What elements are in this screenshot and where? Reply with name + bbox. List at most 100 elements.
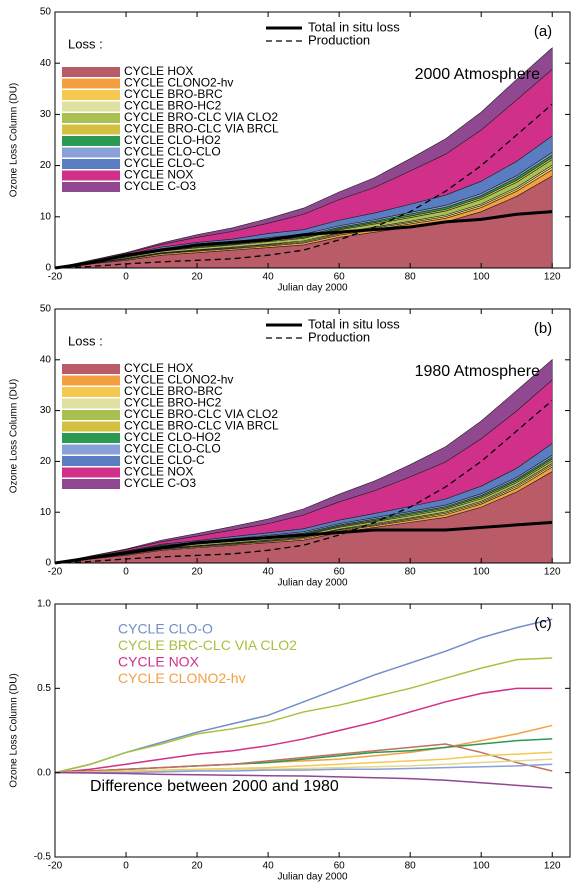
- legend-swatch: [62, 136, 120, 146]
- y-tick-label: 10: [40, 211, 52, 222]
- legend-label: Production: [308, 32, 370, 47]
- x-axis-label: Julian day 2000: [277, 578, 347, 589]
- legend-label: CYCLE NOX: [118, 654, 200, 670]
- line: [54, 103, 553, 269]
- y-tick-label: 20: [40, 456, 52, 467]
- x-tick-label: 40: [263, 272, 275, 283]
- y-tick-label: 30: [40, 405, 52, 416]
- legend-swatch: [62, 375, 120, 386]
- legend-swatch: [62, 147, 120, 158]
- x-tick-label: 60: [334, 861, 346, 872]
- legend-label: CYCLE NOX: [124, 168, 193, 182]
- legend-label: CYCLE CLONO2-hv: [118, 670, 246, 686]
- legend-swatch: [62, 398, 120, 409]
- legend-swatch: [62, 124, 120, 135]
- panel-label: (c): [534, 615, 552, 632]
- legend-label: CYCLE NOX: [124, 465, 193, 479]
- legend-label: CYCLE CLONO2-hv: [124, 76, 233, 90]
- legend-label: CYCLE BRO-BRC: [124, 384, 223, 398]
- legend-swatch: [62, 467, 120, 478]
- x-tick-label: 80: [405, 861, 417, 872]
- legend-label: CYCLE BRO-CLC VIA CLO2: [124, 110, 278, 124]
- legend-swatch: [62, 170, 120, 181]
- legend-label: CYCLE CLO-CLO: [124, 442, 221, 456]
- legend-swatch: [62, 433, 120, 443]
- x-tick-label: 20: [192, 567, 204, 578]
- y-tick-label: 40: [40, 354, 52, 365]
- subtitle: 1980 Atmosphere: [415, 363, 541, 380]
- legend-swatch: [62, 421, 120, 432]
- x-tick-label: 0: [123, 861, 129, 872]
- y-tick-label: -0.5: [34, 852, 52, 863]
- y-tick-label: 0.5: [37, 683, 51, 694]
- y-tick-label: 1.0: [37, 599, 51, 610]
- legend-swatch: [62, 410, 120, 420]
- legend-swatch: [62, 78, 120, 89]
- plot-frame: [54, 11, 571, 269]
- loss-label: Loss :: [68, 333, 103, 348]
- line: [55, 758, 553, 774]
- x-tick-label: -20: [48, 861, 63, 872]
- x-tick-label: 80: [405, 272, 417, 283]
- plot-frame: [54, 603, 571, 858]
- x-tick-label: 60: [334, 272, 346, 283]
- x-tick-label: 120: [544, 567, 561, 578]
- y-tick-label: 0.0: [37, 767, 51, 778]
- x-tick-label: 0: [123, 272, 129, 283]
- panel-label: (a): [534, 23, 552, 40]
- legend-label: Production: [308, 329, 370, 344]
- legend-swatch: [62, 159, 120, 169]
- legend-swatch: [62, 182, 120, 192]
- legend-label: CYCLE CLO-C: [124, 453, 205, 467]
- loss-label: Loss :: [68, 36, 103, 51]
- legend-label: CYCLE HOX: [124, 361, 193, 375]
- legend-label: CYCLE CLO-CLO: [124, 145, 221, 159]
- line: [54, 399, 553, 564]
- subtitle: 2000 Atmosphere: [415, 66, 541, 83]
- x-tick-label: 40: [263, 861, 275, 872]
- y-tick-label: 30: [40, 109, 52, 120]
- x-axis-label: Julian day 2000: [277, 283, 347, 294]
- y-axis-label: Ozone Loss Column (DU): [9, 673, 20, 787]
- legend-swatch: [62, 113, 120, 123]
- area: [54, 358, 553, 564]
- x-tick-label: -20: [48, 272, 63, 283]
- panel-label: (b): [534, 320, 552, 337]
- legend-label: CYCLE CLONO2-hv: [124, 373, 233, 387]
- legend-label: CYCLE CLO-O: [118, 621, 213, 637]
- legend-label: Total in situ loss: [308, 19, 400, 34]
- y-tick-label: 40: [40, 58, 52, 69]
- x-tick-label: 40: [263, 567, 275, 578]
- y-axis-label: Ozone Loss Column (DU): [9, 83, 20, 197]
- x-tick-label: 20: [192, 272, 204, 283]
- x-tick-label: 80: [405, 567, 417, 578]
- legend-label: CYCLE C-O3: [124, 179, 196, 193]
- y-tick-label: 0: [45, 263, 51, 274]
- line: [54, 687, 553, 774]
- legend-swatch: [62, 364, 120, 374]
- legend-label: CYCLE BRO-HC2: [124, 396, 222, 410]
- legend-swatch: [62, 456, 120, 466]
- x-tick-label: 100: [473, 567, 490, 578]
- legend-swatch: [62, 387, 120, 397]
- legend-label: CYCLE CLO-HO2: [124, 430, 221, 444]
- y-tick-label: 50: [40, 7, 52, 18]
- x-axis-label: Julian day 2000: [277, 872, 347, 883]
- plot-background: [55, 604, 570, 857]
- legend-label: Total in situ loss: [308, 316, 400, 331]
- legend-label: CYCLE BRO-BRC: [124, 87, 223, 101]
- annotation: Difference between 2000 and 1980: [90, 778, 339, 795]
- y-tick-label: 10: [40, 507, 52, 518]
- legend-label: CYCLE BRC-CLC VIA CLO2: [118, 637, 297, 653]
- y-axis-label: Ozone Loss Column (DU): [9, 379, 20, 493]
- line: [54, 210, 553, 270]
- line: [54, 520, 553, 565]
- legend-swatch: [62, 90, 120, 100]
- line: [54, 751, 553, 774]
- x-tick-label: 120: [544, 861, 561, 872]
- legend-label: CYCLE C-O3: [124, 476, 196, 490]
- line: [54, 657, 553, 774]
- plot-frame: [54, 308, 571, 564]
- legend-label: CYCLE BRO-CLC VIA BRCL: [124, 419, 279, 433]
